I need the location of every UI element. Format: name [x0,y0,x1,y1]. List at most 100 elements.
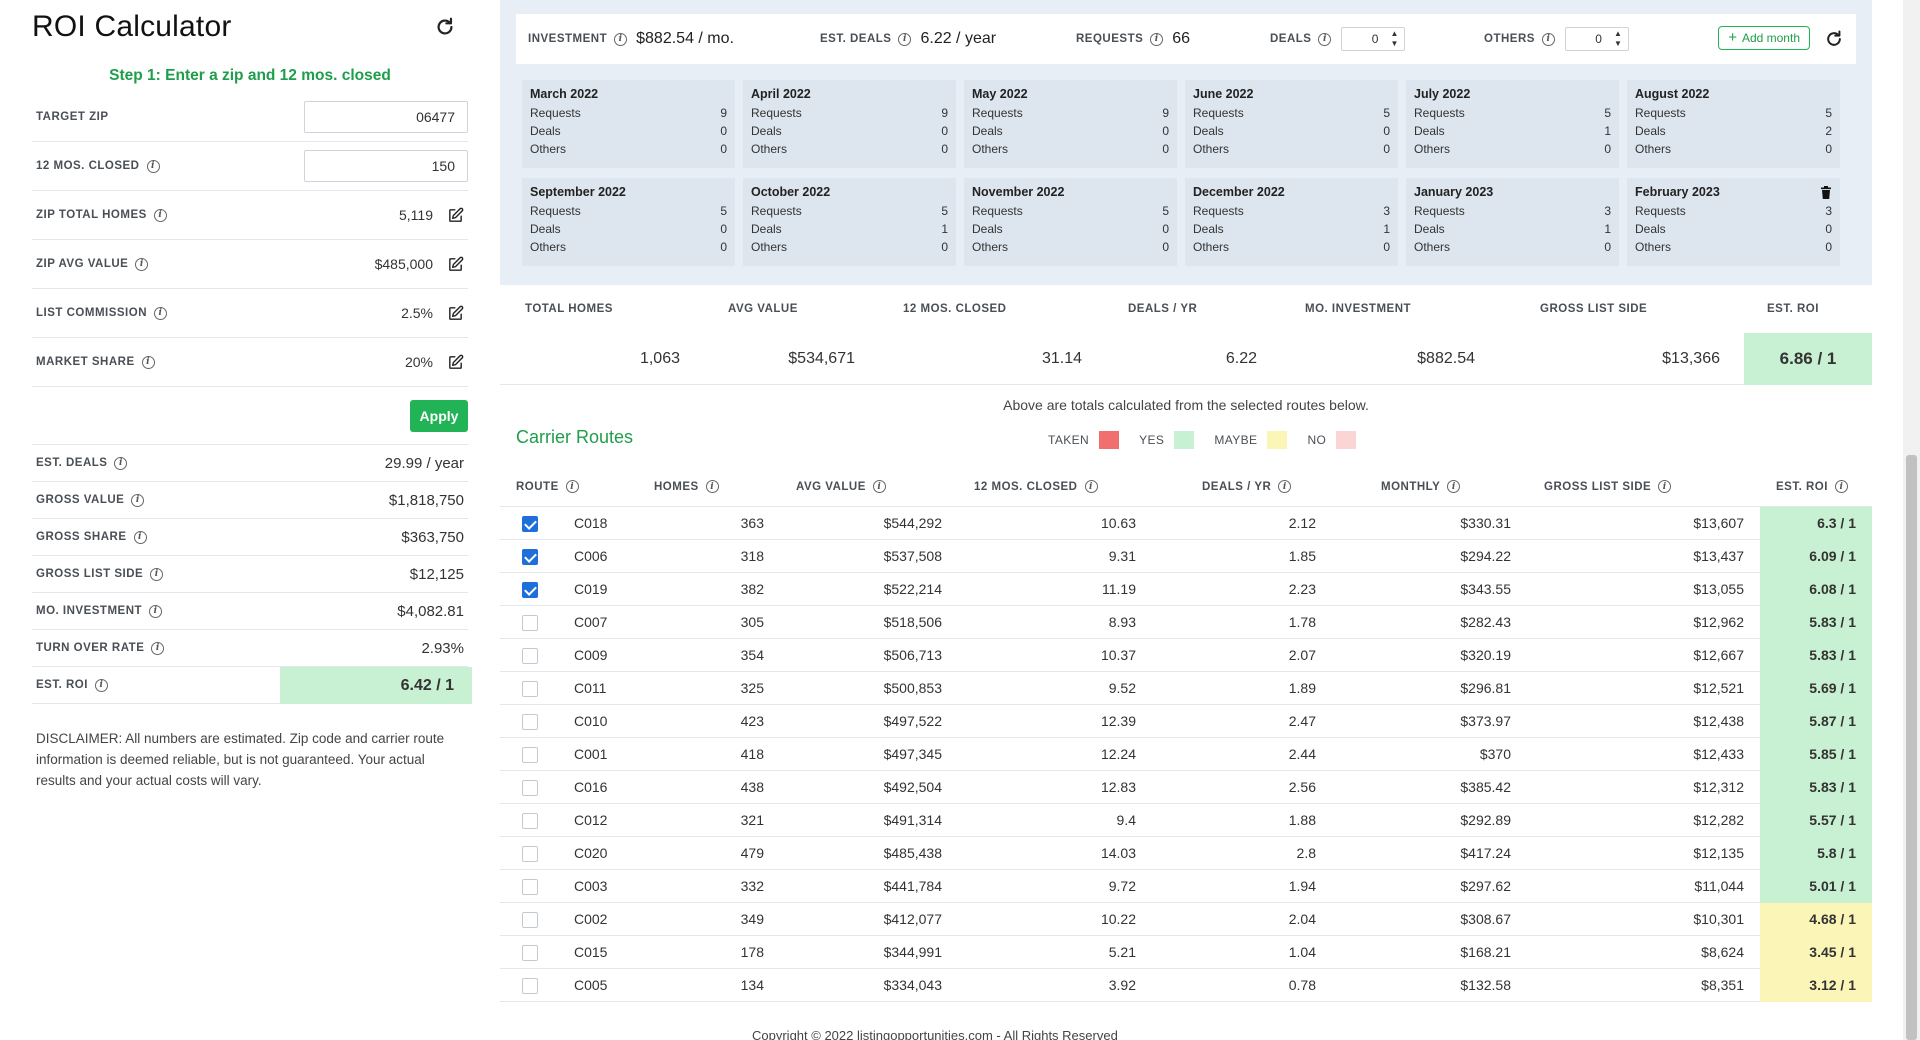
route-checkbox[interactable] [522,747,538,763]
month-deals-value: 0 [720,222,727,236]
route-checkbox[interactable] [522,549,538,565]
edit-icon[interactable] [447,305,464,322]
route-roi: 5.83 / 1 [1760,606,1872,639]
month-deals-label: Deals [972,222,1003,236]
field-input[interactable]: 150 [304,150,468,182]
add-month-button[interactable]: + Add month [1718,26,1810,50]
route-checkbox[interactable] [522,780,538,796]
field-label: TARGET ZIP [36,111,109,123]
month-card: July 2022 Requests 5 Deals 1 Others 0 [1406,80,1619,168]
route-checkbox[interactable] [522,978,538,994]
info-icon: i [149,604,163,618]
carrier-routes-title: Carrier Routes [516,427,634,447]
requests-summary: REQUESTS i 66 [1076,14,1190,64]
trash-icon[interactable] [1820,186,1832,199]
route-avg: $537,508 [883,548,942,564]
route-roi: 5.85 / 1 [1760,738,1872,771]
month-requests-row: Requests 9 [751,104,948,122]
others-stepper[interactable]: 0 ▲ ▼ [1564,27,1629,51]
month-card: November 2022 Requests 5 Deals 0 Others 0 [964,178,1177,266]
result-label-text: GROSS VALUE [36,494,125,506]
month-others-label: Others [972,142,1009,156]
month-others-row: Others 0 [1635,140,1832,158]
routes-header-label: HOMES [654,480,699,493]
route-gross: $12,521 [1693,680,1744,696]
field-label-text: 12 MOS. CLOSED [36,160,140,172]
route-deals: 2.8 [1296,845,1316,861]
month-others-value: 0 [720,240,727,254]
routes-header-cell[interactable]: EST. ROI i [1776,480,1848,493]
month-requests-row: Requests 9 [530,104,727,122]
route-checkbox[interactable] [522,813,538,829]
routes-header-cell[interactable]: 12 MOS. CLOSED i [974,480,1098,493]
routes-header-cell[interactable]: GROSS LIST SIDE i [1544,480,1672,493]
route-checkbox[interactable] [522,648,538,664]
scrollbar-thumb[interactable] [1906,455,1917,1040]
month-requests-value: 9 [1162,106,1169,120]
page-scrollbar[interactable] [1903,0,1920,1040]
month-requests-label: Requests [1193,204,1244,218]
totals-header-cell: MO. INVESTMENT [1305,303,1412,315]
route-closed: 9.31 [1108,548,1136,564]
route-homes: 418 [740,746,764,762]
route-closed: 5.21 [1108,944,1136,960]
route-gross: $11,044 [1694,878,1744,894]
route-avg: $497,522 [883,713,942,729]
result-row: EST. ROI i 6.42 / 1 [32,666,472,704]
month-others-row: Others 0 [1414,238,1611,256]
route-gross: $13,607 [1693,515,1744,531]
route-checkbox[interactable] [522,912,538,928]
route-row: C003 332 $441,784 9.72 1.94 $297.62 $11,044 5.0… [500,870,1872,903]
route-checkbox[interactable] [522,846,538,862]
routes-header-cell[interactable]: MONTHLY i [1381,480,1461,493]
investment-label: INVESTMENT [528,33,608,45]
route-deals: 1.04 [1288,944,1316,960]
route-checkbox[interactable] [522,516,538,532]
route-checkbox[interactable] [522,945,538,961]
route-checkbox[interactable] [522,681,538,697]
edit-icon[interactable] [447,207,464,224]
refresh-icon[interactable] [1824,29,1844,49]
stepper-arrows-icon[interactable]: ▲ ▼ [1613,29,1622,48]
routes-header-cell[interactable]: ROUTE i [516,480,579,493]
route-roi: 5.57 / 1 [1760,804,1872,837]
month-deals-row: Deals 1 [1414,122,1611,140]
result-row: GROSS VALUE i $1,818,750 [32,482,468,519]
step-instruction: Step 1: Enter a zip and 12 mos. closed [109,67,391,84]
month-requests-label: Requests [751,106,802,120]
route-checkbox[interactable] [522,879,538,895]
route-closed: 12.24 [1100,746,1136,762]
stepper-arrows-icon[interactable]: ▲ ▼ [1390,29,1399,48]
route-checkbox[interactable] [522,615,538,631]
month-deals-value: 2 [1825,124,1832,138]
apply-button[interactable]: Apply [410,400,468,432]
route-code: C005 [574,977,608,993]
totals-values: 1,063 $534,671 31.14 6.22 $882.54 $13,366 6.86… [500,333,1872,385]
investment-value: $882.54 / mo. [636,30,734,47]
result-label-text: MO. INVESTMENT [36,605,143,617]
totals-section: TOTAL HOMES AVG VALUE 12 MOS. CLOSED DEALS … [500,285,1872,425]
routes-header-label: EST. ROI [1776,480,1828,493]
deals-stepper[interactable]: 0 ▲ ▼ [1341,27,1406,51]
route-checkbox[interactable] [522,714,538,730]
field-value: 20% [404,354,433,370]
routes-header-cell[interactable]: AVG VALUE i [796,480,886,493]
month-name: July 2022 [1414,87,1471,101]
month-requests-label: Requests [530,106,581,120]
field-row: TARGET ZIP 06477 [32,93,468,142]
edit-icon[interactable] [447,354,464,371]
month-deals-label: Deals [972,124,1003,138]
month-card: April 2022 Requests 9 Deals 0 Others 0 [743,80,956,168]
route-avg: $506,713 [883,647,942,663]
summary-bar: INVESTMENT i $882.54 / mo. EST. DEALS i 6.… [516,14,1856,64]
routes-header-cell[interactable]: DEALS / YR i [1202,480,1292,493]
routes-header-cell[interactable]: HOMES i [654,480,719,493]
month-others-label: Others [1635,142,1672,156]
edit-icon[interactable] [447,256,464,273]
refresh-icon[interactable] [434,16,456,38]
field-input[interactable]: 06477 [304,101,468,133]
month-others-value: 0 [941,240,948,254]
route-checkbox[interactable] [522,582,538,598]
route-row: C006 318 $537,508 9.31 1.85 $294.22 $13,437 6.0… [500,540,1872,573]
month-card: December 2022 Requests 3 Deals 1 Others 0 [1185,178,1398,266]
